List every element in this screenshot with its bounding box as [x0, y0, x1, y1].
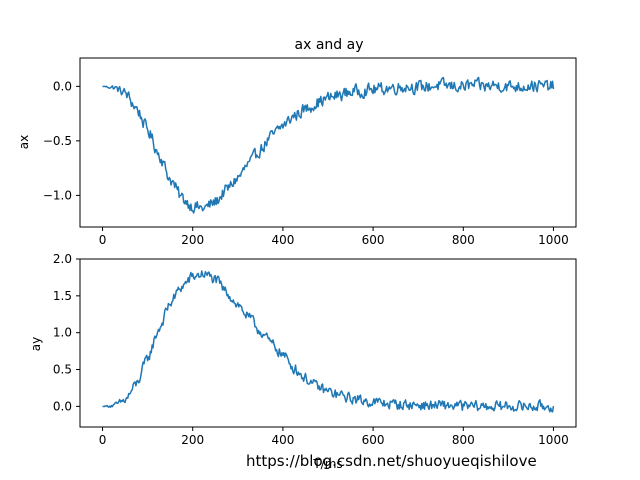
- x-tick-label: 600: [362, 233, 385, 247]
- series-line: [102, 76, 555, 214]
- tick-group-ax: 0 200 400 600 800 1000 0.0 −0.5 −1.0: [43, 79, 569, 247]
- plot-area-ax: [102, 76, 555, 214]
- x-tick-label: 600: [362, 433, 385, 447]
- x-tick-label: 400: [271, 433, 294, 447]
- x-tick-label: 800: [452, 433, 475, 447]
- y-axis-label-ax: ax: [17, 135, 31, 149]
- y-tick-label: 0.0: [53, 79, 72, 93]
- plot-area-ay: [102, 270, 555, 413]
- y-axis-label-ay: ay: [29, 337, 43, 351]
- x-tick-label: 1000: [538, 433, 569, 447]
- subplot-ax: ax and ay ax 0 200 400 600 800 1000 0.0 −0.5 −1.…: [17, 37, 577, 247]
- y-tick-label: 1.5: [53, 289, 72, 303]
- y-tick-label: 2.0: [53, 252, 72, 266]
- y-tick-label: −1.0: [43, 188, 72, 202]
- x-tick-label: 800: [452, 233, 475, 247]
- watermark-text: https://blog.csdn.net/shuoyueqishilove: [246, 452, 537, 470]
- axes-frame-ax: [79, 57, 577, 228]
- x-tick-label: 200: [181, 233, 204, 247]
- x-tick-label: 0: [99, 433, 107, 447]
- series-line: [102, 270, 555, 413]
- x-axis-label: T/ms: [312, 457, 342, 471]
- y-tick-label: −0.5: [43, 134, 72, 148]
- x-tick-label: 1000: [538, 233, 569, 247]
- x-tick-label: 0: [99, 233, 107, 247]
- y-tick-label: 0.0: [53, 399, 72, 413]
- tick-group-ay: 0 200 400 600 800 1000 2.0 1.5 1.0 0.5 0.0: [53, 252, 569, 447]
- y-tick-label: 1.0: [53, 326, 72, 340]
- y-tick-label: 0.5: [53, 363, 72, 377]
- chart-title: ax and ay: [295, 37, 364, 53]
- subplot-ay: ay T/ms 0 200 400 600 800 1000 2.0 1.5 1.0 0.5 0.0: [29, 252, 577, 471]
- x-tick-label: 400: [271, 233, 294, 247]
- x-tick-label: 200: [181, 433, 204, 447]
- axes-frame-ay: [79, 258, 577, 428]
